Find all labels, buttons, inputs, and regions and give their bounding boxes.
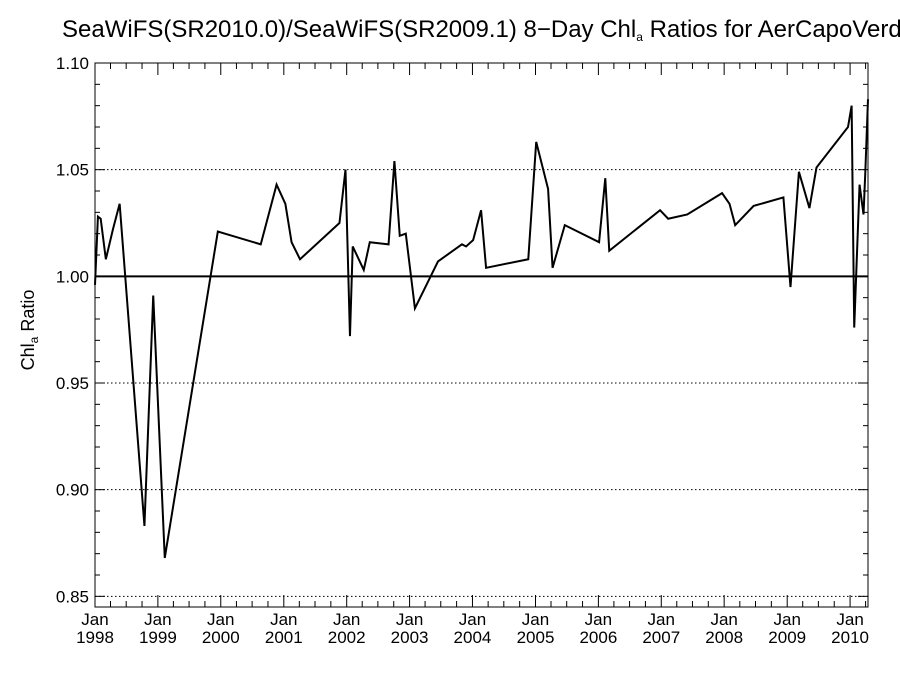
x-tick-label-month-6: Jan [459,610,486,629]
y-tick-label-0: 0.85 [56,587,89,606]
x-tick-label-year-6: 2004 [454,628,492,647]
x-tick-label-year-4: 2002 [328,628,366,647]
x-tick-label-month-10: Jan [710,610,737,629]
x-tick-label-month-11: Jan [773,610,800,629]
x-tick-label-month-8: Jan [585,610,612,629]
chart-title: SeaWiFS(SR2010.0)/SeaWiFS(SR2009.1) 8−Da… [62,16,900,44]
y-tick-label-2: 0.95 [56,374,89,393]
x-tick-label-month-3: Jan [270,610,297,629]
y-tick-label-3: 1.00 [56,267,89,286]
x-tick-label-year-0: 1998 [76,628,114,647]
x-tick-label-year-7: 2005 [517,628,555,647]
x-tick-label-year-9: 2007 [642,628,680,647]
x-tick-label-month-5: Jan [396,610,423,629]
chart-title-main: SeaWiFS(SR2010.0)/SeaWiFS(SR2009.1) 8−Da… [62,16,637,43]
x-tick-label-year-5: 2003 [391,628,429,647]
y-axis: 0.85 0.90 0.95 1.00 1.05 1.10 [56,54,868,606]
grid-lines [95,62,868,597]
x-tick-label-month-4: Jan [333,610,360,629]
x-tick-label-year-11: 2009 [768,628,806,647]
x-tick-label-month-9: Jan [648,610,675,629]
x-tick-label-month-7: Jan [522,610,549,629]
chart-title-subscript: a [636,30,643,44]
series-line-0 [94,99,869,559]
x-tick-label-year-1: 1999 [139,628,177,647]
series-group [94,99,869,559]
x-tick-label-month-1: Jan [144,610,171,629]
x-axis: Jan1998Jan1999Jan2000Jan2001Jan2002Jan20… [76,63,869,647]
chart-title-suffix: Ratios for AerCapoVerde [642,16,900,43]
y-tick-label-4: 1.05 [56,161,89,180]
x-tick-label-year-3: 2001 [265,628,303,647]
x-tick-label-year-2: 2000 [202,628,240,647]
x-tick-label-month-12: Jan [836,610,863,629]
x-tick-label-month-0: Jan [81,610,108,629]
plot-frame [94,62,869,608]
x-tick-label-month-2: Jan [207,610,234,629]
x-tick-label-year-10: 2008 [705,628,743,647]
x-tick-label-year-12: 2010 [831,628,869,647]
x-tick-label-year-8: 2006 [579,628,617,647]
y-tick-label-1: 0.90 [56,481,89,500]
y-tick-label-5: 1.10 [56,54,89,73]
